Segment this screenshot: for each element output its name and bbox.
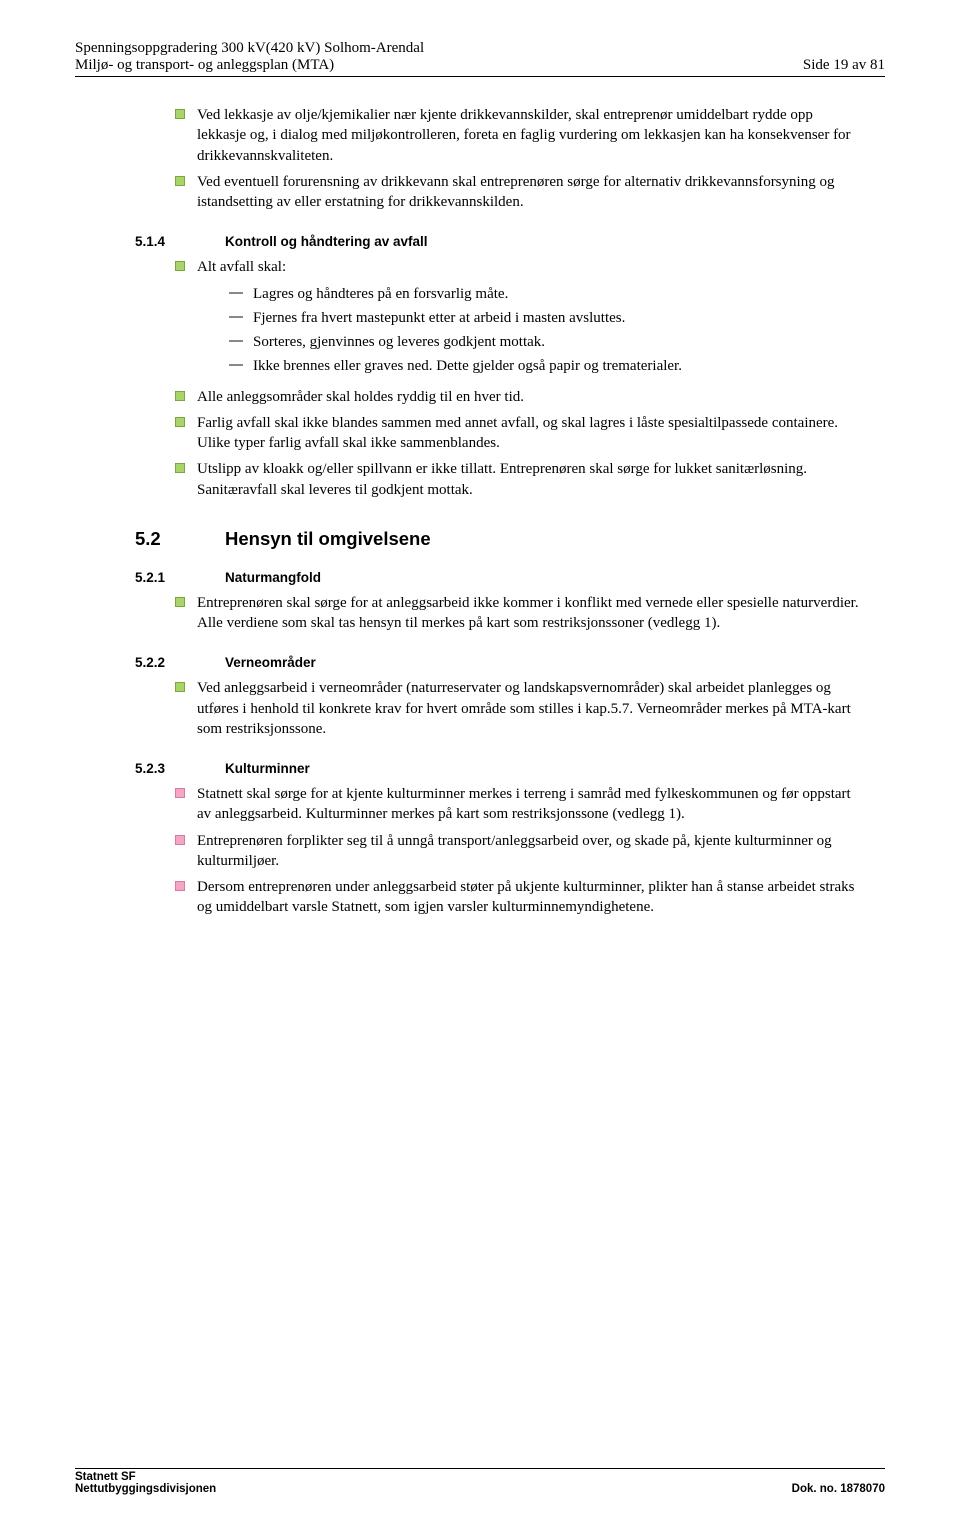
list-item: Ved eventuell forurensning av drikkevann… <box>175 172 865 213</box>
sub-list-item: Fjernes fra hvert mastepunkt etter at ar… <box>229 308 865 328</box>
bullet-text: Statnett skal sørge for at kjente kultur… <box>197 784 865 825</box>
footer-division: Nettutbyggingsdivisjonen <box>75 1483 216 1495</box>
sub-bullet-text: Ikke brennes eller graves ned. Dette gje… <box>253 356 865 376</box>
list-item: Entreprenøren skal sørge for at anleggsa… <box>175 593 865 634</box>
sub-list-item: Sorteres, gjenvinnes og leveres godkjent… <box>229 332 865 352</box>
section-52-heading: 5.2 Hensyn til omgivelsene <box>135 528 865 550</box>
section-title: Hensyn til omgivelsene <box>225 528 431 550</box>
top-bullet-list: Ved lekkasje av olje/kjemikalier nær kje… <box>175 105 865 212</box>
bullet-text: Alt avfall skal: Lagres og håndteres på … <box>197 257 865 380</box>
bullet-text: Ved anleggsarbeid i verneområder (naturr… <box>197 678 865 739</box>
bullet-text: Entreprenøren forplikter seg til å unngå… <box>197 831 865 872</box>
bullet-text: Alle anleggsområder skal holdes ryddig t… <box>197 387 865 407</box>
section-521-heading: 5.2.1 Naturmangfold <box>135 570 865 585</box>
sub-bullet-text: Sorteres, gjenvinnes og leveres godkjent… <box>253 332 865 352</box>
section-title: Kontroll og håndtering av avfall <box>225 234 428 249</box>
section-522-list: Ved anleggsarbeid i verneområder (naturr… <box>175 678 865 739</box>
square-bullet-icon <box>175 788 185 798</box>
section-number: 5.2.1 <box>135 570 225 585</box>
section-522-heading: 5.2.2 Verneområder <box>135 655 865 670</box>
list-item: Statnett skal sørge for at kjente kultur… <box>175 784 865 825</box>
list-item: Alle anleggsområder skal holdes ryddig t… <box>175 387 865 407</box>
section-number: 5.2.2 <box>135 655 225 670</box>
footer-rule <box>75 1468 885 1469</box>
square-bullet-icon <box>175 261 185 271</box>
bullet-text: Entreprenøren skal sørge for at anleggsa… <box>197 593 865 634</box>
section-514-heading: 5.1.4 Kontroll og håndtering av avfall <box>135 234 865 249</box>
bullet-text: Dersom entreprenøren under anleggsarbeid… <box>197 877 865 918</box>
sub-bullet-text: Fjernes fra hvert mastepunkt etter at ar… <box>253 308 865 328</box>
page-header: Spenningsoppgradering 300 kV(420 kV) Sol… <box>75 40 885 77</box>
section-514-list: Alt avfall skal: Lagres og håndteres på … <box>175 257 865 500</box>
list-item: Entreprenøren forplikter seg til å unngå… <box>175 831 865 872</box>
square-bullet-icon <box>175 597 185 607</box>
list-item: Alt avfall skal: Lagres og håndteres på … <box>175 257 865 380</box>
dash-bullet-icon <box>229 292 243 294</box>
sub-bullet-list: Lagres og håndteres på en forsvarlig måt… <box>229 284 865 377</box>
footer-org: Statnett SF <box>75 1471 136 1483</box>
list-item: Ved lekkasje av olje/kjemikalier nær kje… <box>175 105 865 166</box>
square-bullet-icon <box>175 417 185 427</box>
square-bullet-icon <box>175 391 185 401</box>
section-523-list: Statnett skal sørge for at kjente kultur… <box>175 784 865 918</box>
dash-bullet-icon <box>229 364 243 366</box>
square-bullet-icon <box>175 176 185 186</box>
sub-list-item: Lagres og håndteres på en forsvarlig måt… <box>229 284 865 304</box>
dash-bullet-icon <box>229 316 243 318</box>
list-item: Utslipp av kloakk og/eller spillvann er … <box>175 459 865 500</box>
dash-bullet-icon <box>229 340 243 342</box>
list-item: Dersom entreprenøren under anleggsarbeid… <box>175 877 865 918</box>
page-footer: Statnett SF Nettutbyggingsdivisjonen Dok… <box>75 1468 885 1495</box>
header-title-1: Spenningsoppgradering 300 kV(420 kV) Sol… <box>75 40 885 57</box>
page-content: Ved lekkasje av olje/kjemikalier nær kje… <box>75 105 885 918</box>
bullet-text: Ved lekkasje av olje/kjemikalier nær kje… <box>197 105 865 166</box>
sub-list-item: Ikke brennes eller graves ned. Dette gje… <box>229 356 865 376</box>
sub-bullet-text: Lagres og håndteres på en forsvarlig måt… <box>253 284 865 304</box>
bullet-text: Farlig avfall skal ikke blandes sammen m… <box>197 413 865 454</box>
footer-doc-no: Dok. no. 1878070 <box>792 1483 885 1495</box>
section-523-heading: 5.2.3 Kulturminner <box>135 761 865 776</box>
section-title: Verneområder <box>225 655 316 670</box>
section-number: 5.1.4 <box>135 234 225 249</box>
list-item: Ved anleggsarbeid i verneområder (naturr… <box>175 678 865 739</box>
section-title: Naturmangfold <box>225 570 321 585</box>
intro-text: Alt avfall skal: <box>197 259 286 275</box>
page-number: Side 19 av 81 <box>803 57 885 74</box>
square-bullet-icon <box>175 463 185 473</box>
section-number: 5.2.3 <box>135 761 225 776</box>
square-bullet-icon <box>175 835 185 845</box>
section-number: 5.2 <box>135 528 225 550</box>
header-rule <box>75 76 885 77</box>
list-item: Farlig avfall skal ikke blandes sammen m… <box>175 413 865 454</box>
square-bullet-icon <box>175 881 185 891</box>
bullet-text: Ved eventuell forurensning av drikkevann… <box>197 172 865 213</box>
section-title: Kulturminner <box>225 761 310 776</box>
bullet-text: Utslipp av kloakk og/eller spillvann er … <box>197 459 865 500</box>
square-bullet-icon <box>175 682 185 692</box>
header-title-2: Miljø- og transport- og anleggsplan (MTA… <box>75 57 334 74</box>
section-521-list: Entreprenøren skal sørge for at anleggsa… <box>175 593 865 634</box>
square-bullet-icon <box>175 109 185 119</box>
